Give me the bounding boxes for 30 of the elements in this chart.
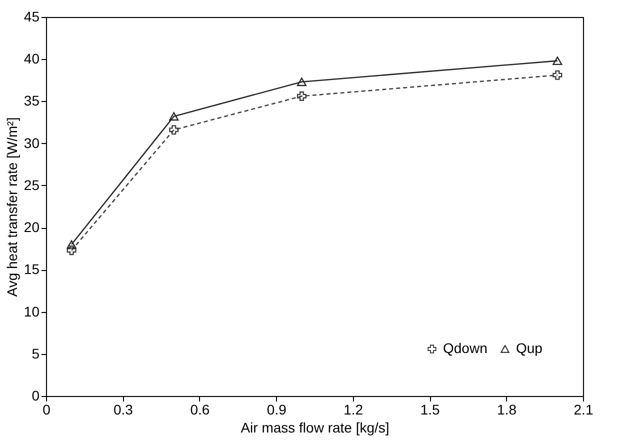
- x-tick-label: 2.1: [574, 402, 594, 418]
- x-tick-label: 0.9: [266, 402, 287, 418]
- point: [296, 91, 306, 101]
- x-tick-label: 0.6: [190, 402, 210, 418]
- x-tick-label: 1.8: [497, 402, 517, 418]
- x-tick-label: 1.5: [420, 402, 440, 418]
- legend-label: Qup: [516, 340, 543, 356]
- point: [296, 78, 306, 86]
- point: [66, 240, 76, 249]
- y-tick-label: 0: [32, 388, 40, 404]
- point: [552, 70, 562, 80]
- y-tick-label: 20: [24, 219, 40, 236]
- x-tick-label: 0: [42, 402, 51, 418]
- point: [66, 246, 76, 256]
- x-axis-title: Air mass flow rate [kg/s]: [240, 420, 390, 436]
- point: [552, 56, 562, 66]
- y-tick-label: 30: [24, 134, 40, 151]
- y-tick-label: 25: [24, 176, 40, 193]
- y-tick-label: 45: [24, 8, 40, 24]
- y-axis-title: Avg heat transfer rate [W/m²]: [4, 117, 20, 297]
- point: [169, 112, 179, 121]
- y-tick-label: 35: [24, 92, 40, 109]
- y-tick-label: 40: [24, 50, 40, 67]
- x-tick-label: 1.2: [344, 402, 364, 418]
- x-tick-label: 0.3: [113, 402, 134, 418]
- legend-label: Qdown: [443, 340, 488, 356]
- y-tick-label: 10: [24, 303, 40, 320]
- y-tick-label: 15: [24, 261, 40, 278]
- point: [169, 125, 179, 135]
- y-tick-label: 5: [32, 345, 40, 362]
